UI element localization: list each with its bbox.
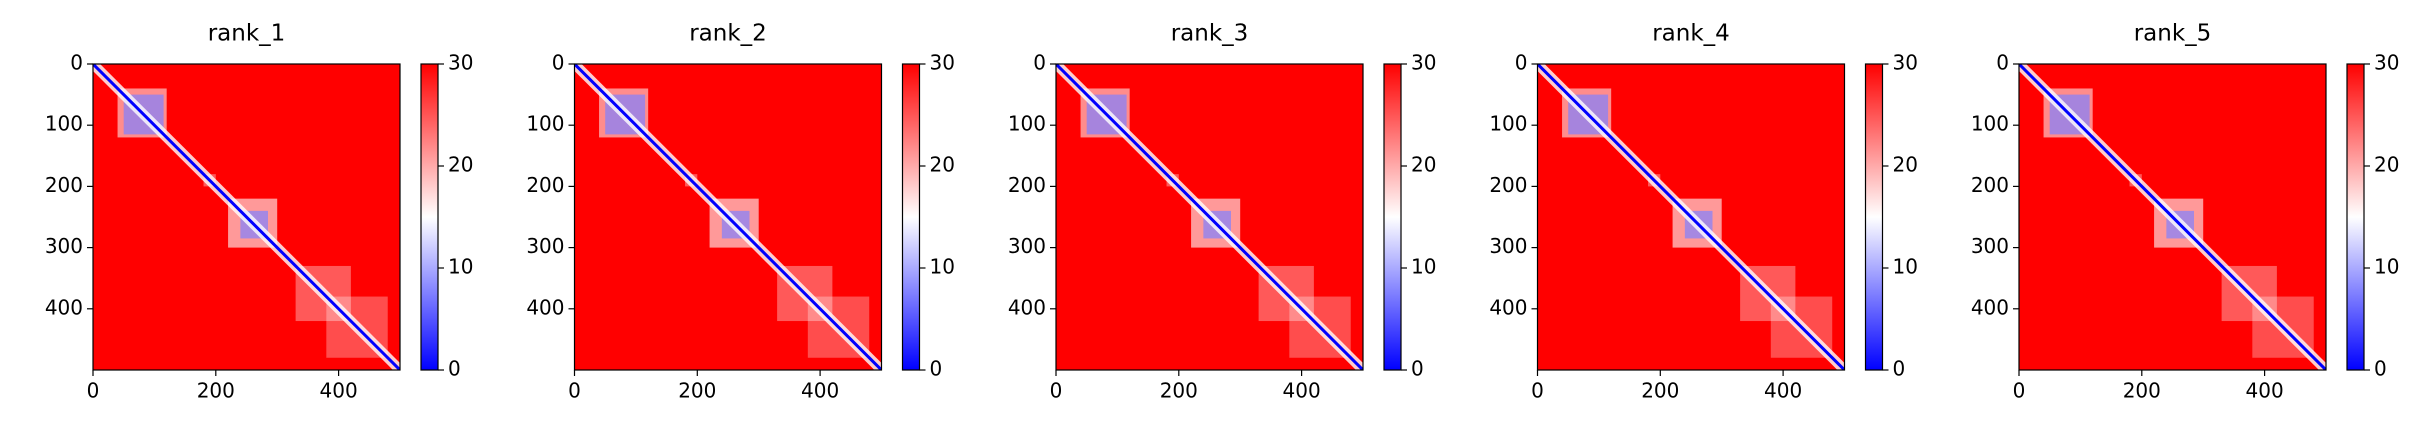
x-tick-label: 400 (1764, 379, 1802, 403)
y-tick-label: 0 (1996, 51, 2009, 75)
plot-frame (92, 63, 401, 371)
y-tick-label: 100 (1971, 112, 2009, 136)
y-tick-label: 200 (1971, 173, 2009, 197)
x-tick-label: 200 (197, 379, 235, 403)
heatmap-diagonal (574, 64, 882, 370)
colorbar (420, 63, 439, 371)
colorbar-tick-label: 0 (448, 357, 461, 381)
y-tick-label: 400 (1489, 295, 1527, 319)
x-tick-label: 400 (801, 379, 839, 403)
colorbar-tick-label: 0 (930, 357, 943, 381)
colorbar (1864, 63, 1884, 371)
y-tick-label: 100 (1489, 112, 1527, 136)
heatmap-diagonal (93, 64, 400, 370)
y-tick-label: 0 (1515, 51, 1528, 75)
plot-frame (2018, 63, 2327, 371)
x-tick-label: 200 (678, 379, 716, 403)
colorbar-tick-label: 0 (2374, 357, 2387, 381)
colorbar-tick-label: 20 (1893, 153, 1918, 177)
plot-frame (1055, 63, 1364, 371)
heatmap-image (574, 64, 882, 370)
y-tick-label: 0 (1033, 51, 1046, 75)
panel-title: rank_5 (2134, 21, 2212, 47)
y-tick-label: 200 (526, 173, 564, 197)
y-tick-label: 400 (45, 295, 83, 319)
colorbar-tick-label: 30 (930, 51, 955, 75)
colorbar-tick-label: 10 (448, 255, 473, 279)
colorbar-tick-label: 20 (2374, 153, 2399, 177)
colorbar-tick-label: 20 (448, 153, 473, 177)
panel-title: rank_1 (208, 21, 286, 47)
colorbar-tick-label: 10 (930, 255, 955, 279)
heatmap-image (93, 64, 400, 370)
plot-frame (1536, 63, 1846, 371)
colorbar (2346, 63, 2365, 371)
y-tick-label: 300 (45, 234, 83, 258)
x-tick-label: 200 (1641, 379, 1679, 403)
x-tick-label: 0 (87, 379, 100, 403)
heatmap-image (2019, 64, 2326, 370)
colorbar (901, 63, 921, 371)
y-tick-label: 200 (1489, 173, 1527, 197)
heatmap-image (1056, 64, 1363, 370)
heatmap-diagonal (1537, 64, 1845, 370)
x-tick-label: 400 (2246, 379, 2284, 403)
panel-title: rank_4 (1652, 21, 1730, 47)
y-tick-label: 200 (45, 173, 83, 197)
colorbar-tick-label: 0 (1893, 357, 1906, 381)
x-tick-label: 0 (568, 379, 581, 403)
x-tick-label: 200 (2123, 379, 2161, 403)
y-tick-label: 300 (1489, 234, 1527, 258)
x-tick-label: 400 (1283, 379, 1321, 403)
heatmap-diagonal (1056, 64, 1363, 370)
y-tick-label: 300 (1008, 234, 1046, 258)
y-tick-label: 400 (1971, 295, 2009, 319)
colorbar (1383, 63, 1402, 371)
y-tick-label: 0 (70, 51, 83, 75)
panel-title: rank_3 (1171, 21, 1249, 47)
y-tick-label: 400 (1008, 295, 1046, 319)
colorbar-tick-label: 0 (1411, 357, 1424, 381)
x-tick-label: 400 (320, 379, 358, 403)
colorbar-tick-label: 30 (1411, 51, 1436, 75)
heatmap-diagonal (2019, 64, 2326, 370)
plot-frame (573, 63, 883, 371)
x-tick-label: 0 (1050, 379, 1063, 403)
x-tick-label: 0 (1531, 379, 1544, 403)
x-tick-label: 0 (2013, 379, 2026, 403)
y-tick-label: 0 (552, 51, 565, 75)
colorbar-tick-label: 20 (1411, 153, 1436, 177)
colorbar-tick-label: 10 (1893, 255, 1918, 279)
x-tick-label: 200 (1160, 379, 1198, 403)
colorbar-tick-label: 30 (2374, 51, 2399, 75)
colorbar-tick-label: 10 (2374, 255, 2399, 279)
y-tick-label: 200 (1008, 173, 1046, 197)
heatmap-image (1537, 64, 1845, 370)
panel-title: rank_2 (689, 21, 767, 47)
y-tick-label: 100 (1008, 112, 1046, 136)
colorbar-tick-label: 20 (930, 153, 955, 177)
y-tick-label: 300 (1971, 234, 2009, 258)
colorbar-tick-label: 30 (1893, 51, 1918, 75)
y-tick-label: 300 (526, 234, 564, 258)
y-tick-label: 100 (45, 112, 83, 136)
y-tick-label: 400 (526, 295, 564, 319)
colorbar-tick-label: 30 (448, 51, 473, 75)
y-tick-label: 100 (526, 112, 564, 136)
colorbar-tick-label: 10 (1411, 255, 1436, 279)
